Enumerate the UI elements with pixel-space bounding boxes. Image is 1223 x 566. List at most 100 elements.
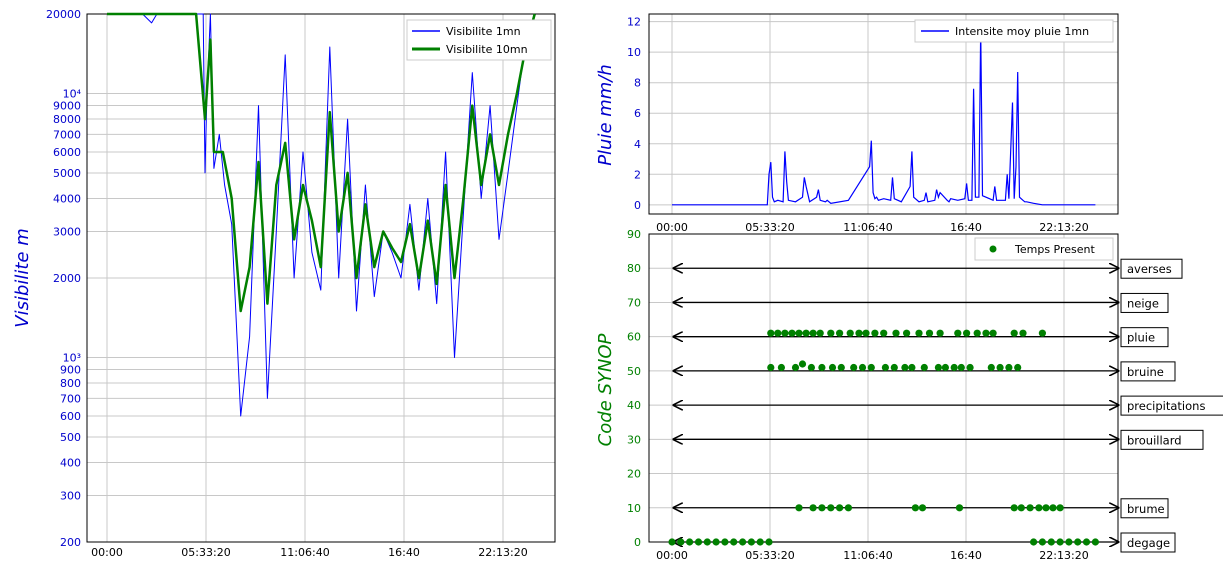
y-tick-label: 200	[60, 536, 81, 549]
y-tick-label: 2	[634, 168, 641, 181]
scatter-point	[721, 538, 729, 546]
y-tick-label: 8	[634, 77, 641, 90]
scatter-point	[694, 538, 703, 546]
scatter-point	[950, 363, 958, 372]
y-tick-label: 10	[627, 502, 641, 515]
x-tick-label: 05:33:20	[181, 546, 230, 559]
annotation-box	[1120, 498, 1169, 519]
x-tick-label: 11:06:40	[280, 546, 329, 559]
y-tick-label: 70	[627, 296, 641, 309]
legend-label: Visibilite 10mn	[446, 43, 528, 56]
y-tick-label: 9000	[53, 100, 81, 113]
y-tick-label: 900	[60, 364, 81, 377]
scatter-point	[867, 363, 875, 372]
series-line-2	[107, 12, 536, 313]
y-tick-label: 600	[60, 410, 81, 423]
legend-box	[406, 19, 552, 61]
y-tick-label: 5000	[53, 167, 81, 180]
scatter-point	[756, 538, 764, 546]
legend-label: Intensite moy pluie 1mn	[955, 25, 1089, 38]
scatter-point	[1042, 504, 1050, 512]
y-tick-label: 2000	[53, 272, 81, 285]
scatter-point	[837, 363, 845, 372]
y-tick-label: 800	[60, 377, 81, 390]
legend: Intensite moy pluie 1mn	[914, 19, 1114, 43]
scatter-point	[1005, 363, 1013, 372]
scatter-point	[963, 329, 971, 337]
annotation-label: brouillard	[1127, 433, 1182, 447]
annotation-box	[1120, 395, 1223, 416]
scatter-point	[791, 363, 800, 372]
y-tick-label: 60	[627, 331, 641, 344]
scatter-point	[918, 504, 927, 512]
scatter-point	[954, 329, 962, 337]
y-tick-label: 20	[627, 468, 641, 481]
legend-box	[914, 19, 1114, 43]
scatter-point	[827, 504, 835, 512]
y-tick-label: 90	[627, 228, 641, 241]
scatter-point	[844, 504, 853, 512]
scatter-point	[855, 329, 863, 337]
annotation-label: precipitations	[1127, 399, 1205, 413]
scatter-point	[1026, 504, 1034, 512]
plot-frame	[86, 13, 556, 543]
y-tick-label: 400	[60, 457, 81, 470]
annotation-box	[1120, 292, 1169, 313]
scatter-point	[767, 329, 775, 337]
y-tick-label: 0	[634, 199, 641, 212]
scatter-point	[989, 329, 997, 337]
scatter-point	[1065, 538, 1073, 546]
scatter-point	[911, 504, 920, 512]
x-tick-label: 05:33:20	[745, 221, 794, 234]
y-tick-label: 500	[60, 431, 81, 444]
scatter-point	[809, 329, 817, 337]
scatter-point	[892, 329, 900, 337]
annotation-box	[1120, 532, 1176, 553]
scatter-point	[703, 538, 711, 546]
x-tick-label: 16:40	[950, 221, 982, 234]
annotation-box	[1120, 429, 1204, 450]
legend: Temps Present	[974, 237, 1114, 261]
scatter-point	[1017, 504, 1025, 512]
scatter-point	[774, 329, 782, 337]
scatter-point	[973, 329, 981, 337]
scatter-point	[1019, 329, 1027, 337]
scatter-point	[1010, 329, 1018, 337]
scatter-point	[966, 363, 974, 372]
x-tick-label: 00:00	[656, 549, 688, 562]
scatter-point	[908, 363, 916, 372]
series-line-1	[107, 13, 536, 417]
scatter-point	[862, 329, 870, 337]
x-tick-label: 11:06:40	[843, 221, 892, 234]
annotation-box	[1120, 327, 1169, 348]
legend-label: Visibilite 1mn	[446, 25, 521, 38]
scatter-point	[925, 329, 934, 337]
y-tick-label: 20000	[46, 8, 81, 21]
scatter-point	[850, 363, 858, 372]
scatter-point	[955, 504, 964, 512]
y-tick-label: 10	[627, 46, 641, 59]
plot-frame	[648, 13, 1119, 215]
scatter-point	[1014, 363, 1022, 372]
scatter-point	[941, 363, 950, 372]
scatter-point	[765, 538, 773, 546]
scatter-point	[1056, 538, 1064, 546]
scatter-point	[903, 329, 911, 337]
x-tick-label: 16:40	[388, 546, 420, 559]
y-tick-label: 6	[634, 107, 641, 120]
scatter-point	[818, 363, 826, 372]
scatter-point	[934, 363, 943, 372]
x-tick-label: 22:13:20	[1039, 549, 1088, 562]
annotation-label: bruine	[1127, 365, 1164, 379]
scatter-point	[795, 504, 803, 512]
annotation-label: brume	[1127, 502, 1165, 516]
y-tick-label: 4000	[53, 193, 81, 206]
y-axis-label: Pluie mm/h	[595, 64, 616, 166]
scatter-point	[807, 363, 816, 372]
scatter-point	[858, 363, 867, 372]
scatter-point	[1047, 538, 1055, 546]
legend-box	[974, 237, 1114, 261]
y-tick-label: 700	[60, 392, 81, 405]
